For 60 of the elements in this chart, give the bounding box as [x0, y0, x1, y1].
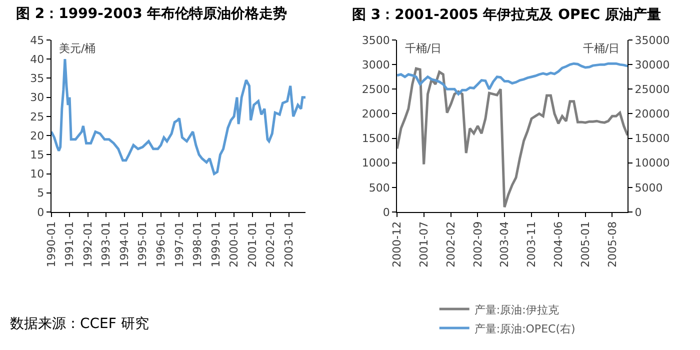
- chart-title: 图 2：1999-2003 年布伦特原油价格走势: [16, 6, 288, 22]
- y-tick-label: 3500: [362, 34, 390, 47]
- x-tick-label: 2003-11: [525, 221, 538, 268]
- line-series: [397, 67, 628, 208]
- x-tick-label: 2000-01: [228, 221, 241, 268]
- y-tick-label: 15: [30, 148, 44, 162]
- y-tick-label: 1000: [362, 156, 390, 170]
- source-note: 数据来源：CCEF 研究: [10, 316, 149, 332]
- y-tick-label: 45: [30, 34, 44, 47]
- y-tick-label: 5: [37, 186, 44, 200]
- x-tick-label: 2005-01: [578, 221, 592, 268]
- y2-tick-label: 15000: [634, 132, 670, 146]
- line-series: [51, 58, 306, 176]
- x-tick-label: 1996-01: [154, 221, 168, 268]
- chart-title: 图 3：2001-2005 年伊拉克及 OPEC 原油产量: [352, 6, 661, 23]
- y-tick-label: 500: [368, 181, 390, 194]
- x-tick-label: 2005-08: [606, 221, 619, 268]
- y2-tick-label: 5000: [634, 181, 663, 194]
- y-axis-title: 千桶/日: [405, 42, 442, 55]
- x-tick-label: 2004-06: [552, 221, 565, 268]
- x-tick-label: 2002-01: [264, 221, 278, 268]
- y-tick-label: 2500: [362, 82, 390, 96]
- y-tick-label: 20: [30, 129, 44, 142]
- x-tick-label: 2003-01: [282, 221, 296, 268]
- x-tick-label: 1998-01: [191, 221, 204, 268]
- x-tick-label: 2001-01: [246, 221, 259, 268]
- y2-tick-label: 10000: [634, 156, 670, 170]
- y-tick-label: 0: [37, 206, 44, 219]
- legend-label: 产量:原油:伊拉克: [474, 303, 559, 316]
- x-tick-label: 2002-09: [471, 221, 484, 268]
- legend-label: 产量:原油:OPEC(右): [474, 322, 576, 336]
- y2-tick-label: 30000: [634, 58, 670, 72]
- x-tick-label: 1995-01: [136, 221, 150, 268]
- y-axis-title: 美元/桶: [59, 42, 96, 55]
- y-tick-label: 2000: [362, 108, 390, 121]
- y-tick-label: 10: [30, 168, 44, 181]
- x-tick-label: 2002-02: [444, 221, 458, 268]
- x-tick-label: 1991-01: [63, 221, 76, 268]
- x-tick-label: 1999-01: [209, 221, 222, 268]
- x-tick-label: 2003-04: [498, 221, 512, 268]
- y-tick-label: 30: [30, 91, 44, 104]
- y2-tick-label: 0: [634, 206, 642, 219]
- y-tick-label: 3000: [362, 58, 390, 72]
- y2-tick-label: 35000: [634, 34, 670, 47]
- x-tick-label: 2001-07: [417, 221, 430, 268]
- y2-axis-title: 千桶/日: [583, 42, 620, 55]
- y-tick-label: 25: [30, 110, 44, 124]
- x-tick-label: 1990-01: [44, 221, 58, 268]
- x-tick-label: 1994-01: [118, 221, 131, 268]
- y-tick-label: 0: [382, 206, 390, 219]
- x-tick-label: 2000-12: [390, 221, 404, 268]
- y2-tick-label: 20000: [634, 108, 670, 121]
- y-tick-label: 1500: [362, 132, 390, 146]
- y-tick-label: 35: [30, 72, 44, 86]
- line-series: [397, 62, 628, 96]
- x-tick-label: 1997-01: [172, 221, 186, 268]
- y-tick-label: 40: [30, 52, 44, 66]
- x-tick-label: 1992-01: [81, 221, 94, 268]
- y2-tick-label: 25000: [634, 82, 670, 96]
- x-tick-label: 1993-01: [100, 221, 113, 268]
